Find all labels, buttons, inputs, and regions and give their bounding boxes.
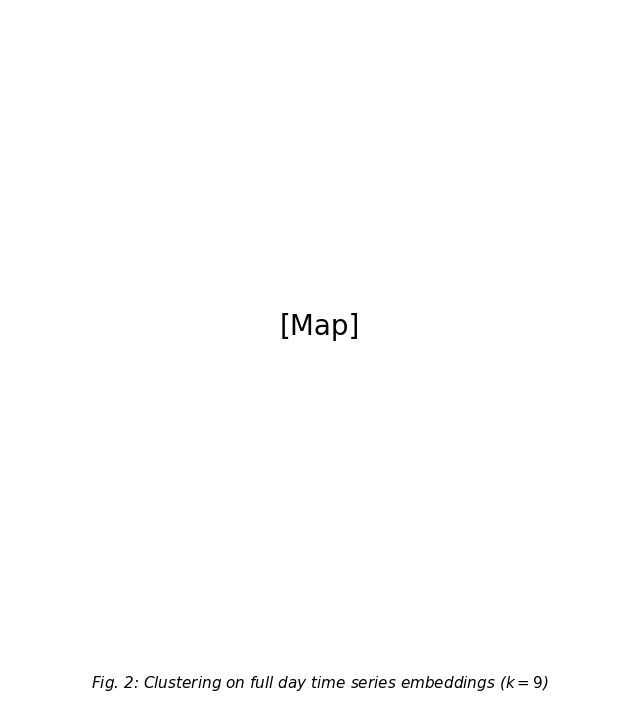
Text: Fig. 2: Clustering on full day time series embeddings ($k = 9$): Fig. 2: Clustering on full day time seri…: [91, 674, 549, 693]
Text: [Map]: [Map]: [280, 313, 360, 341]
